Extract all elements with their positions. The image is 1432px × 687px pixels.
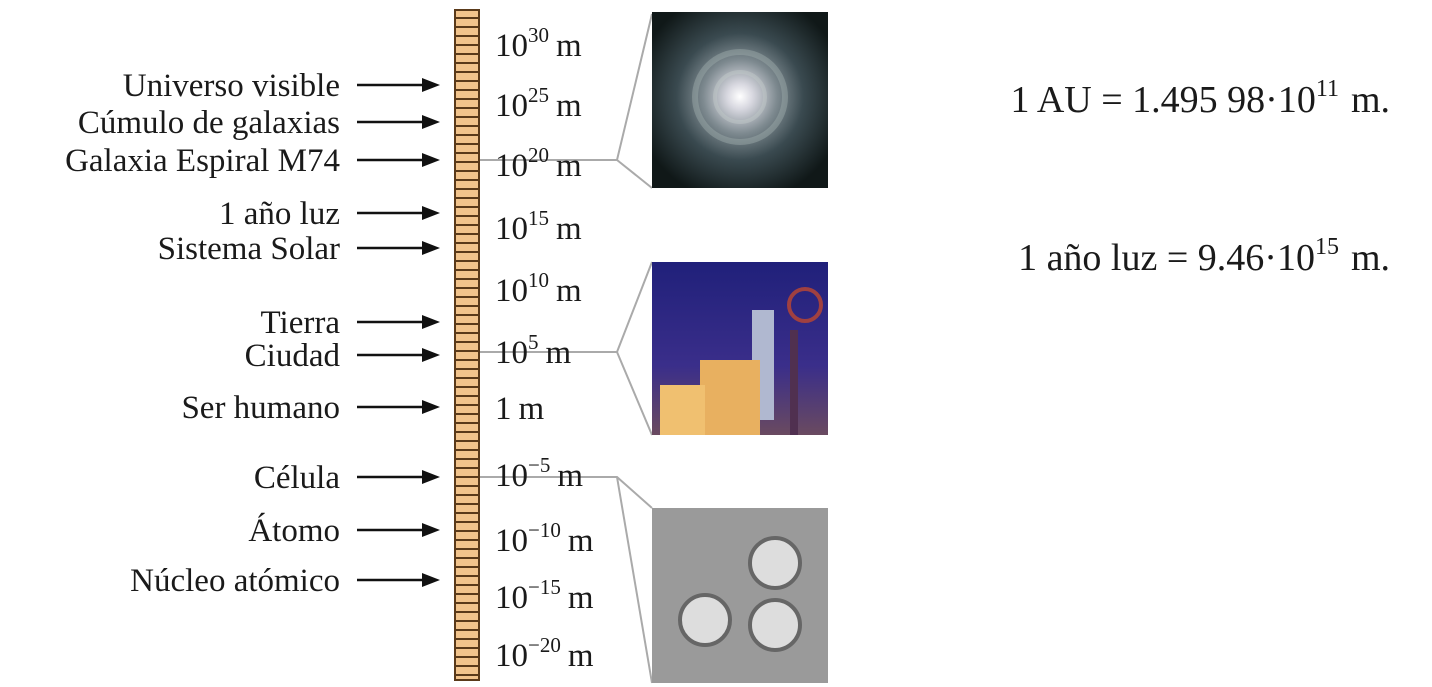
galaxy-image: [652, 12, 828, 188]
scale-unit: m: [568, 523, 594, 559]
arrow-head: [422, 315, 440, 329]
arrow-head: [422, 78, 440, 92]
formula-unit: m.: [1351, 237, 1390, 279]
scale-label: 10−15 m: [495, 575, 594, 616]
object-label: Universo visible: [123, 68, 340, 104]
formula: 1 AU = 1.495 98·1011 m.: [1010, 76, 1390, 121]
scale-unit: m: [556, 211, 582, 247]
city-image: [652, 262, 828, 435]
object-label: Núcleo atómico: [130, 563, 340, 599]
scale-exponent: −15: [528, 575, 561, 599]
arrow: [357, 153, 440, 167]
arrow: [357, 206, 440, 220]
scale-exponent: 20: [528, 143, 549, 167]
arrow: [357, 523, 440, 537]
scale-label: 10−5 m: [495, 453, 583, 494]
scale-label: 1020 m: [495, 143, 582, 184]
scale-exponent: −10: [528, 518, 561, 542]
scale-base: 10: [495, 148, 528, 184]
arrow-head: [422, 206, 440, 220]
scale-label: 1030 m: [495, 23, 582, 64]
scale-label: 10−20 m: [495, 633, 594, 674]
scale-unit: m: [568, 580, 594, 616]
scale-unit: m: [556, 273, 582, 309]
object-label: Célula: [254, 460, 340, 496]
object-label: Ser humano: [181, 390, 340, 426]
object-label: 1 año luz: [219, 196, 340, 232]
scale-base: 10: [495, 580, 528, 616]
scale-base: 10: [495, 523, 528, 559]
arrow: [357, 241, 440, 255]
object-label: Átomo: [248, 512, 340, 549]
arrow-head: [422, 348, 440, 362]
formula-left: 1 año luz = 9.46·10: [1018, 237, 1315, 279]
scale-base: 10: [495, 273, 528, 309]
scale-label: 1010 m: [495, 268, 582, 309]
arrow: [357, 78, 440, 92]
formula-left: 1 AU = 1.495 98·10: [1010, 79, 1315, 121]
object-label: Galaxia Espiral M74: [65, 143, 340, 179]
scale-exponent: −5: [528, 453, 550, 477]
scale-unit: m: [556, 148, 582, 184]
arrow: [357, 470, 440, 484]
arrow-head: [422, 241, 440, 255]
arrow-head: [422, 400, 440, 414]
arrow: [357, 315, 440, 329]
arrow-head: [422, 573, 440, 587]
scale-exponent: 5: [528, 330, 539, 354]
scale-base: 10: [495, 638, 528, 674]
arrow-head: [422, 470, 440, 484]
diagram: Universo visibleCúmulo de galaxiasGalaxi…: [0, 0, 1432, 687]
formula-unit: m.: [1351, 79, 1390, 121]
scale-unit: m: [568, 638, 594, 674]
scale-label: 1015 m: [495, 206, 582, 247]
scale-exponent: 30: [528, 23, 549, 47]
formula: 1 año luz = 9.46·1015 m.: [1018, 234, 1390, 279]
scale-exponent: 25: [528, 83, 549, 107]
ruler: [455, 10, 479, 680]
arrow: [357, 115, 440, 129]
arrow-head: [422, 115, 440, 129]
scale-unit: m: [546, 335, 572, 371]
scale-unit: m: [557, 458, 583, 494]
formula-exponent: 15: [1315, 234, 1339, 260]
scale-base: 10: [495, 335, 528, 371]
scale-base: 10: [495, 458, 528, 494]
formula-exponent: 11: [1316, 76, 1339, 102]
arrow-head: [422, 153, 440, 167]
scale-label: 10−10 m: [495, 518, 594, 559]
arrow: [357, 400, 440, 414]
arrow-head: [422, 523, 440, 537]
arrow: [357, 573, 440, 587]
object-label: Cúmulo de galaxias: [78, 105, 340, 141]
cells-image: [652, 508, 828, 683]
scale-base: 10: [495, 211, 528, 247]
arrow: [357, 348, 440, 362]
object-label: Sistema Solar: [158, 231, 340, 267]
scale-base: 1: [495, 391, 512, 427]
scale-base: 10: [495, 88, 528, 124]
scale-unit: m: [519, 391, 545, 427]
scale-exponent: 15: [528, 206, 549, 230]
scale-exponent: −20: [528, 633, 561, 657]
scale-base: 10: [495, 28, 528, 64]
object-label: Tierra: [261, 305, 341, 341]
scale-exponent: 10: [528, 268, 549, 292]
scale-unit: m: [556, 28, 582, 64]
object-label: Ciudad: [245, 338, 341, 374]
scale-label: 1025 m: [495, 83, 582, 124]
scale-unit: m: [556, 88, 582, 124]
